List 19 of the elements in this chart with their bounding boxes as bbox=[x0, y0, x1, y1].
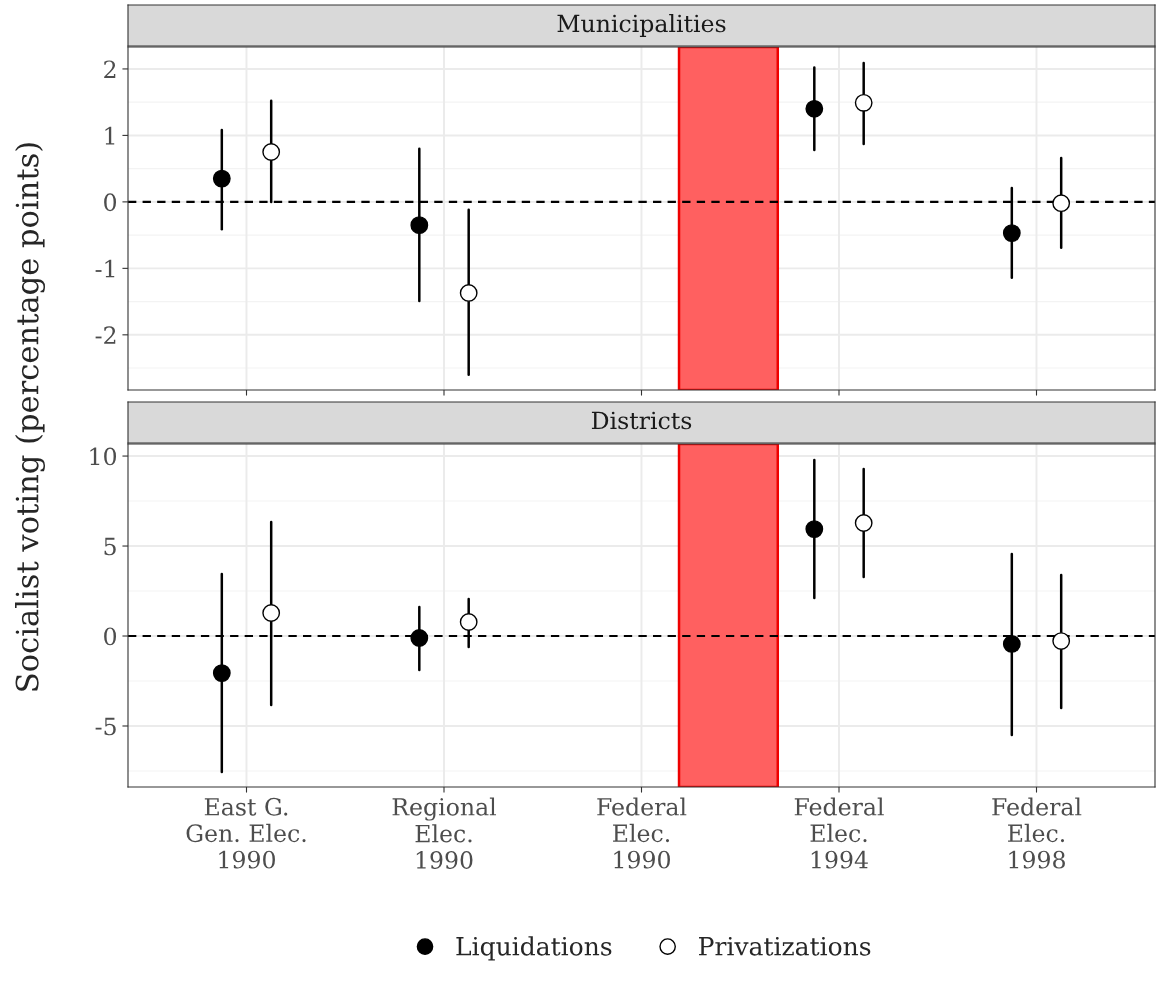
y-tick-label: -2 bbox=[95, 326, 116, 344]
x-tick-label: Federal Elec. 1998 bbox=[992, 797, 1082, 869]
x-tick-label: Federal Elec. 1990 bbox=[597, 797, 687, 869]
chart-title: Municipalities bbox=[557, 14, 726, 37]
x-tick-label: Regional Elec. 1990 bbox=[392, 797, 497, 869]
x-tick-label: East G. Gen. Elec. 1990 bbox=[186, 797, 306, 869]
legend-label: Liquidations bbox=[456, 936, 612, 961]
y-tick-label: 10 bbox=[90, 447, 117, 466]
y-tick-label: -1 bbox=[95, 259, 115, 278]
y-tick-label: 2 bbox=[104, 60, 116, 78]
chart-title: Districts bbox=[591, 411, 692, 430]
legend-label: Privatizations bbox=[699, 936, 871, 956]
y-tick-label: 0 bbox=[104, 193, 117, 212]
y-tick-label: 0 bbox=[104, 627, 117, 646]
y-tick-label: -5 bbox=[95, 717, 116, 736]
y-axis-title: Socialist voting (percentage points) bbox=[15, 143, 45, 691]
x-tick-label: Federal Elec. 1994 bbox=[794, 797, 884, 869]
y-tick-label: 1 bbox=[105, 126, 115, 145]
y-tick-label: 5 bbox=[104, 537, 116, 556]
